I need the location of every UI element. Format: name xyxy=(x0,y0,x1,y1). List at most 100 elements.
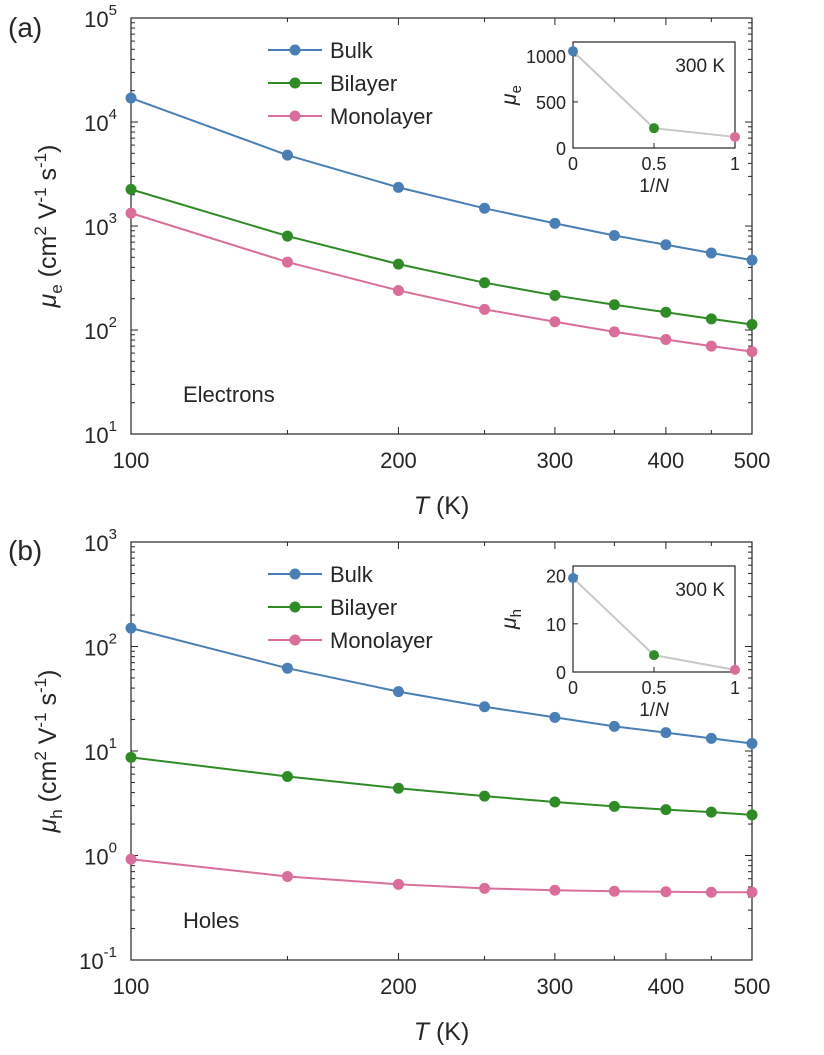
inset-y-axis-subscript: h xyxy=(508,609,525,617)
x-tick-label: 100 xyxy=(113,448,150,473)
y-axis-unit-exponent: -1 xyxy=(31,678,50,693)
y-tick-label: 104 xyxy=(84,106,117,136)
y-tick-label: 105 xyxy=(84,2,117,32)
data-point-bulk xyxy=(705,732,717,744)
inset-x-axis-variable: N xyxy=(655,176,669,197)
data-point-bulk xyxy=(281,149,293,161)
inset-y-tick-label: 10 xyxy=(546,615,566,635)
data-point-bilayer xyxy=(549,289,561,301)
data-point-bilayer xyxy=(479,790,491,802)
y-tick-base: 10 xyxy=(84,845,108,870)
y-tick-exponent: -1 xyxy=(104,944,117,961)
inset-annotation: 300 K xyxy=(675,580,725,601)
y-axis-space xyxy=(34,277,62,284)
y-tick-exponent: 1 xyxy=(109,735,117,752)
data-point-monolayer xyxy=(608,326,620,338)
y-axis-unit: V xyxy=(34,727,62,751)
inset-point-bilayer xyxy=(649,650,659,661)
data-point-bulk xyxy=(125,92,137,104)
inset-y-axis-variable: μ xyxy=(498,617,521,630)
y-tick-exponent: 2 xyxy=(109,314,117,331)
inset-y-tick-label: 0 xyxy=(556,139,566,159)
y-tick-exponent: 5 xyxy=(109,2,117,19)
y-tick-base: 10 xyxy=(84,215,108,240)
y-tick-exponent: 3 xyxy=(109,210,117,227)
panel-annotation: Electrons xyxy=(183,382,275,407)
data-point-bilayer xyxy=(281,230,293,242)
y-tick-exponent: 0 xyxy=(109,840,117,857)
inset-x-axis-variable: N xyxy=(655,700,669,721)
data-point-bulk xyxy=(608,230,620,242)
inset-point-bulk xyxy=(568,573,578,584)
x-tick-label: 200 xyxy=(380,448,417,473)
data-point-monolayer xyxy=(392,284,404,296)
legend-marker-bilayer xyxy=(289,77,301,89)
y-tick-base: 10 xyxy=(84,111,108,136)
y-axis-unit-exponent: -1 xyxy=(31,187,50,202)
y-axis-unit-exponent: -1 xyxy=(31,712,50,727)
inset-y-axis-subscript: e xyxy=(508,85,525,93)
y-tick-base: 10 xyxy=(84,423,108,448)
data-point-monolayer xyxy=(125,207,137,219)
inset-x-axis-prefix: 1/ xyxy=(639,176,656,197)
inset-point-bulk xyxy=(568,46,578,57)
data-point-bilayer xyxy=(660,306,672,318)
data-point-bilayer xyxy=(125,183,137,195)
x-axis-variable: T xyxy=(414,492,431,520)
data-point-monolayer xyxy=(705,340,717,352)
data-point-monolayer xyxy=(281,870,293,882)
data-point-bilayer xyxy=(608,800,620,812)
y-tick-label: 103 xyxy=(84,210,117,240)
data-point-monolayer xyxy=(660,334,672,346)
inset-x-tick-label: 1 xyxy=(730,678,740,698)
data-point-monolayer xyxy=(746,346,758,358)
inset-y-axis-label: μe xyxy=(498,85,525,106)
inset-y-tick-label: 500 xyxy=(536,93,566,113)
inset-x-axis-label: 1/N xyxy=(639,700,669,721)
y-tick-label: 10-1 xyxy=(79,944,117,974)
data-point-bulk xyxy=(660,239,672,251)
x-tick-label: 400 xyxy=(648,448,685,473)
panel-b-label: (b) xyxy=(8,535,42,566)
y-tick-exponent: 1 xyxy=(109,418,117,435)
plot-frame xyxy=(130,541,753,961)
y-axis-subscript: h xyxy=(47,809,66,818)
data-point-bulk xyxy=(125,622,137,634)
legend-marker-monolayer xyxy=(289,634,301,646)
y-axis-unit: s xyxy=(34,693,62,712)
x-tick-label: 500 xyxy=(734,974,771,999)
x-tick-label: 100 xyxy=(113,974,150,999)
series-line-monolayer xyxy=(130,212,753,353)
x-tick-label: 400 xyxy=(648,974,685,999)
x-tick-label: 300 xyxy=(537,448,574,473)
y-tick-exponent: 4 xyxy=(109,106,117,123)
data-point-bilayer xyxy=(705,313,717,325)
data-point-monolayer xyxy=(660,886,672,898)
inset-point-monolayer xyxy=(730,664,740,675)
inset-x-tick-label: 0 xyxy=(568,154,578,174)
y-axis-unit: (cm xyxy=(34,236,62,278)
y-axis-unit: ) xyxy=(34,145,62,153)
data-point-monolayer xyxy=(608,885,620,897)
series-line-monolayer xyxy=(130,858,752,894)
legend-marker-monolayer xyxy=(289,110,301,122)
legend-label-bulk: Bulk xyxy=(330,562,374,587)
data-point-bilayer xyxy=(392,782,404,794)
inset-x-axis-label: 1/N xyxy=(639,176,669,197)
data-point-bulk xyxy=(281,662,293,674)
y-axis-unit-exponent: 2 xyxy=(31,751,50,760)
inset-x-tick-label: 0.5 xyxy=(641,678,666,698)
data-point-bulk xyxy=(479,202,491,214)
data-point-bulk xyxy=(608,720,620,732)
y-tick-base: 10 xyxy=(84,319,108,344)
data-point-bilayer xyxy=(705,806,717,818)
series-line-bilayer xyxy=(130,756,753,816)
legend-label-bilayer: Bilayer xyxy=(330,71,397,96)
inset-x-tick-label: 1 xyxy=(730,154,740,174)
y-axis-unit: V xyxy=(34,202,62,226)
inset-y-axis-label: μh xyxy=(498,609,525,630)
legend-label-monolayer: Monolayer xyxy=(330,104,433,129)
data-point-bilayer xyxy=(392,258,404,270)
